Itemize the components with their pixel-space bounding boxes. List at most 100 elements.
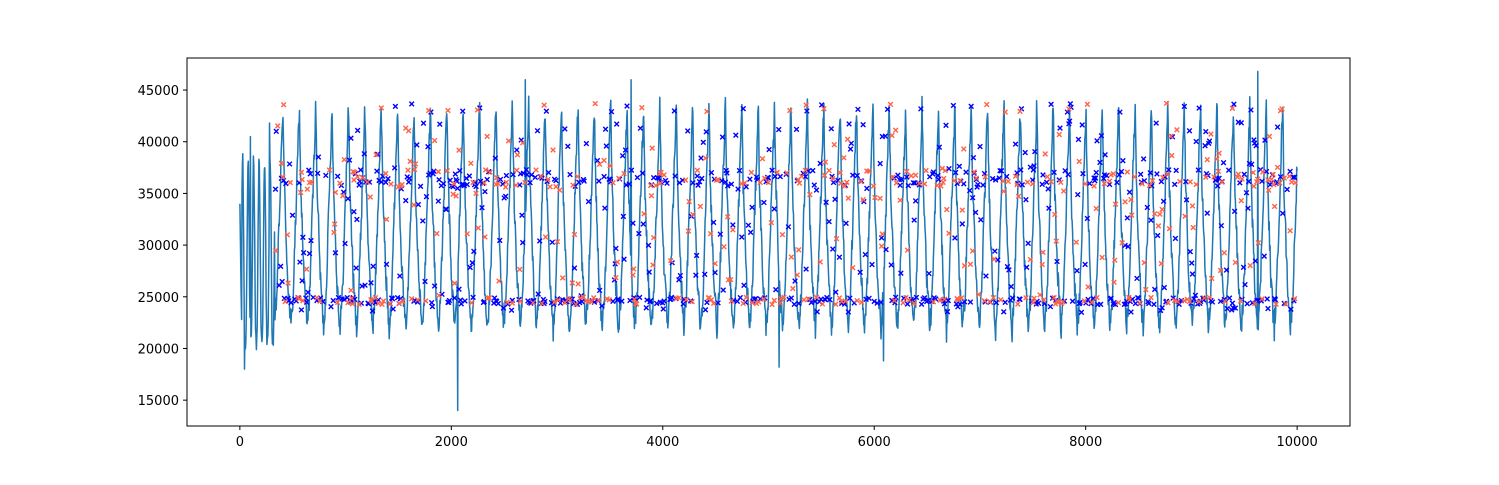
blue-marker [1039, 181, 1046, 188]
blue-marker [918, 301, 925, 308]
blue-marker [916, 182, 923, 188]
blue-marker [518, 137, 524, 143]
red-marker [712, 260, 718, 267]
blue-marker [502, 193, 509, 200]
blue-marker [1043, 179, 1050, 186]
red-marker [284, 232, 291, 238]
blue-marker [1224, 305, 1231, 312]
blue-marker [1189, 271, 1196, 277]
red-marker [431, 137, 438, 144]
blue-marker [1226, 295, 1233, 301]
blue-marker [728, 181, 735, 187]
red-marker [334, 299, 341, 306]
red-marker [971, 169, 977, 175]
blue-marker [344, 294, 351, 301]
blue-marker [272, 186, 279, 192]
blue-marker [980, 182, 986, 188]
blue-marker [884, 106, 891, 113]
blue-marker [428, 299, 435, 306]
red-marker [326, 167, 333, 173]
blue-marker [308, 237, 314, 244]
blue-marker [1023, 196, 1029, 203]
blue-marker [286, 161, 293, 167]
blue-marker [545, 169, 552, 176]
red-marker [721, 243, 727, 250]
red-marker [943, 206, 950, 213]
axes-frame [186, 57, 1351, 427]
red-marker [761, 175, 768, 181]
red-marker [1148, 294, 1154, 301]
red-marker [382, 170, 389, 177]
red-marker [1279, 106, 1285, 112]
red-marker [1219, 179, 1225, 185]
blue-marker [1132, 300, 1139, 307]
red-marker [470, 179, 476, 186]
blue-marker [417, 183, 424, 190]
blue-marker [300, 234, 306, 241]
blue-marker [630, 220, 636, 226]
red-marker [937, 297, 943, 303]
red-marker [704, 108, 710, 115]
red-marker [1073, 239, 1080, 246]
red-marker [748, 169, 755, 176]
red-marker [1030, 299, 1037, 306]
blue-marker [952, 169, 959, 176]
scatter-red-series [272, 100, 1299, 308]
blue-marker [997, 167, 1003, 174]
red-marker [889, 132, 895, 139]
red-marker [961, 262, 968, 269]
blue-marker [332, 250, 339, 256]
blue-marker [495, 300, 502, 307]
red-marker [517, 298, 524, 305]
blue-marker [599, 303, 605, 309]
plot-area [239, 70, 1299, 412]
blue-marker [473, 183, 479, 190]
blue-marker [803, 266, 809, 272]
red-marker [372, 294, 379, 301]
blue-marker [328, 303, 334, 310]
blue-marker [615, 296, 621, 302]
blue-marker [482, 188, 488, 195]
blue-marker [390, 306, 396, 312]
blue-marker [1272, 296, 1279, 303]
red-marker [1012, 173, 1019, 180]
x-tick-label: 6000 [858, 435, 891, 450]
red-marker [1281, 175, 1288, 181]
blue-marker [1217, 298, 1224, 305]
red-marker [794, 272, 801, 278]
blue-marker [724, 170, 730, 176]
blue-marker [973, 176, 980, 183]
blue-marker [848, 140, 855, 147]
red-marker [364, 179, 371, 185]
red-marker [1027, 256, 1034, 263]
red-marker [1201, 295, 1208, 301]
blue-marker [1279, 210, 1286, 217]
blue-marker [1137, 171, 1144, 178]
red-marker [496, 278, 502, 284]
blue-marker [993, 299, 1000, 306]
red-marker [1181, 297, 1188, 304]
blue-marker [864, 185, 870, 192]
blue-marker [720, 287, 727, 293]
red-marker [982, 174, 989, 180]
red-marker [456, 147, 462, 153]
red-marker [728, 298, 735, 304]
blue-marker [452, 171, 459, 177]
blue-marker [527, 179, 533, 186]
blue-marker [619, 298, 625, 304]
red-marker [278, 160, 285, 167]
red-marker [866, 168, 872, 174]
red-marker [502, 184, 509, 190]
red-marker [1292, 179, 1299, 186]
red-marker [849, 264, 856, 271]
red-marker [1128, 196, 1134, 203]
red-marker [1124, 169, 1131, 175]
red-marker [817, 259, 823, 265]
red-marker [1053, 238, 1060, 244]
blue-marker [971, 170, 977, 176]
red-marker [411, 166, 418, 173]
red-marker [801, 297, 807, 303]
blue-marker [926, 270, 932, 277]
blue-marker [335, 294, 342, 301]
blue-marker [1181, 103, 1188, 110]
